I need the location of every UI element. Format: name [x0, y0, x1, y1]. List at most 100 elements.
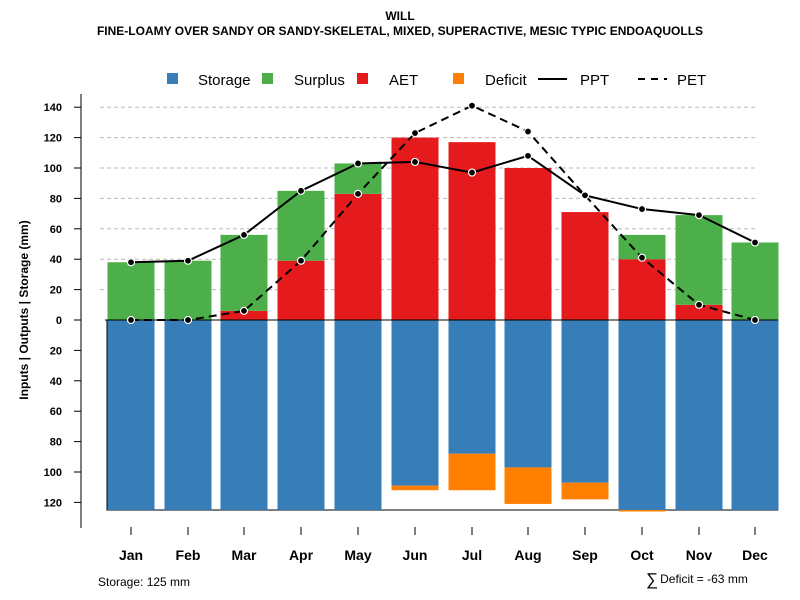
- ppt-line-point: [750, 238, 760, 247]
- storage-bar: [504, 320, 552, 468]
- ppt-line-point: [183, 256, 193, 265]
- surplus-bar: [277, 190, 325, 261]
- aet-bar: [277, 260, 325, 320]
- surplus-bar: [164, 260, 212, 320]
- legend-ppt-label: PPT: [580, 72, 609, 89]
- y-tick-label: 20: [50, 345, 62, 357]
- deficit-bar: [561, 482, 609, 500]
- aet-bar: [561, 212, 609, 320]
- surplus-bar: [731, 242, 779, 320]
- storage-bar: [107, 320, 155, 510]
- storage-bar: [675, 320, 723, 510]
- y-tick-label: 60: [50, 224, 62, 236]
- pet-line-point: [353, 189, 363, 198]
- legend-deficit-label: Deficit: [485, 72, 528, 89]
- pet-line-point: [410, 128, 420, 138]
- x-tick-label: Jul: [462, 547, 482, 563]
- ppt-line-point: [637, 204, 647, 214]
- ppt-line-point: [467, 168, 477, 177]
- storage-bar: [731, 320, 779, 510]
- ppt-line-point: [694, 211, 704, 220]
- x-tick-label: May: [344, 547, 371, 563]
- ppt-line-point: [353, 159, 363, 168]
- pet-line: [131, 104, 756, 321]
- y-tick-label: 40: [50, 376, 62, 388]
- ppt-line-point: [296, 186, 306, 195]
- x-tick-label: Apr: [289, 547, 314, 563]
- aet-bar: [504, 168, 552, 320]
- legend-aet-label: AET: [389, 72, 418, 89]
- pet-line-point: [750, 315, 760, 325]
- y-tick-label: 80: [50, 193, 62, 205]
- x-tick-label: Feb: [176, 547, 201, 563]
- pet-line-point: [694, 300, 704, 309]
- x-tick-label: Jun: [403, 547, 428, 563]
- pet-line-point: [183, 315, 193, 325]
- pet-line-point: [239, 306, 249, 315]
- x-tick-label: Dec: [742, 547, 768, 563]
- storage-bar: [277, 320, 325, 510]
- pet-line-point: [296, 256, 306, 265]
- pet-line-point: [126, 315, 136, 325]
- surplus-bar: [107, 262, 155, 320]
- legend-surplus-swatch: [262, 73, 273, 84]
- storage-bar: [220, 320, 268, 510]
- aet-bar: [618, 259, 666, 320]
- legend-pet-label: PET: [677, 72, 706, 89]
- pet-line-point: [523, 127, 533, 136]
- y-tick-label: 100: [44, 163, 62, 175]
- legend-storage-swatch: [167, 73, 178, 84]
- deficit-value: Deficit = -63 mm: [660, 572, 748, 586]
- ppt-line: [130, 154, 756, 264]
- storage-bar: [164, 320, 212, 510]
- sum-symbol: ∑: [646, 570, 659, 589]
- surplus-bar: [334, 163, 382, 194]
- y-tick-label: 20: [50, 285, 62, 297]
- legend-surplus-label: Surplus: [294, 72, 345, 89]
- x-tick-label: Mar: [232, 547, 257, 563]
- x-tick-label: Oct: [630, 547, 654, 563]
- chart-subtitle: FINE-LOAMY OVER SANDY OR SANDY-SKELETAL,…: [96, 24, 704, 38]
- deficit-bar: [618, 510, 666, 512]
- pet-line-point: [637, 253, 647, 262]
- legend-aet-swatch: [357, 73, 368, 84]
- x-tick-label: Nov: [686, 547, 713, 563]
- y-tick-label: 80: [50, 437, 62, 449]
- storage-note: Storage: 125 mm: [98, 575, 191, 589]
- x-tick-label: Sep: [572, 547, 598, 563]
- storage-bar: [561, 320, 609, 483]
- ppt-line-point: [580, 191, 590, 200]
- legend-storage-label: Storage: [198, 72, 251, 89]
- storage-bar: [334, 320, 382, 510]
- x-tick-label: Jan: [119, 547, 143, 563]
- legend-deficit-swatch: [453, 73, 464, 84]
- aet-bar: [334, 193, 382, 320]
- y-tick-label: 60: [50, 406, 62, 418]
- surplus-bar: [675, 215, 723, 305]
- y-tick-label: 40: [50, 254, 62, 266]
- ppt-line-point: [523, 151, 533, 160]
- storage-bar: [391, 320, 439, 486]
- y-tick-label: 140: [44, 102, 62, 114]
- pet-line-point: [467, 101, 477, 110]
- deficit-bar: [504, 467, 552, 504]
- ppt-line-point: [410, 157, 420, 167]
- x-tick-label: Aug: [514, 547, 541, 563]
- aet-bar: [391, 137, 439, 320]
- deficit-bar: [391, 485, 439, 491]
- deficit-note: ∑ Deficit = -63 mm: [646, 570, 748, 590]
- storage-bar: [448, 320, 496, 454]
- y-tick-label: 120: [44, 497, 62, 509]
- chart-title: WILL: [385, 9, 415, 23]
- storage-bar: [618, 320, 666, 510]
- surplus-bar: [220, 234, 268, 311]
- ppt-line-point: [239, 230, 249, 239]
- deficit-bar: [448, 453, 496, 491]
- y-tick-label: 100: [44, 467, 62, 479]
- ppt-line-point: [126, 258, 136, 267]
- y-tick-label: 120: [44, 133, 62, 145]
- aet-bar: [220, 310, 268, 320]
- y-tick-label: 0: [56, 315, 62, 327]
- y-axis-label: Inputs | Outputs | Storage (mm): [17, 220, 31, 399]
